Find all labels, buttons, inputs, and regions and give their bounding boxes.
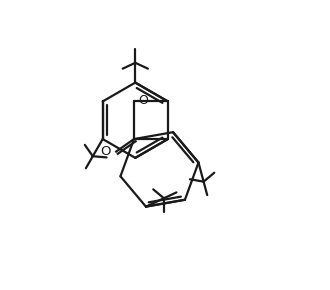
Text: O: O bbox=[138, 94, 148, 107]
Text: O: O bbox=[101, 145, 111, 158]
